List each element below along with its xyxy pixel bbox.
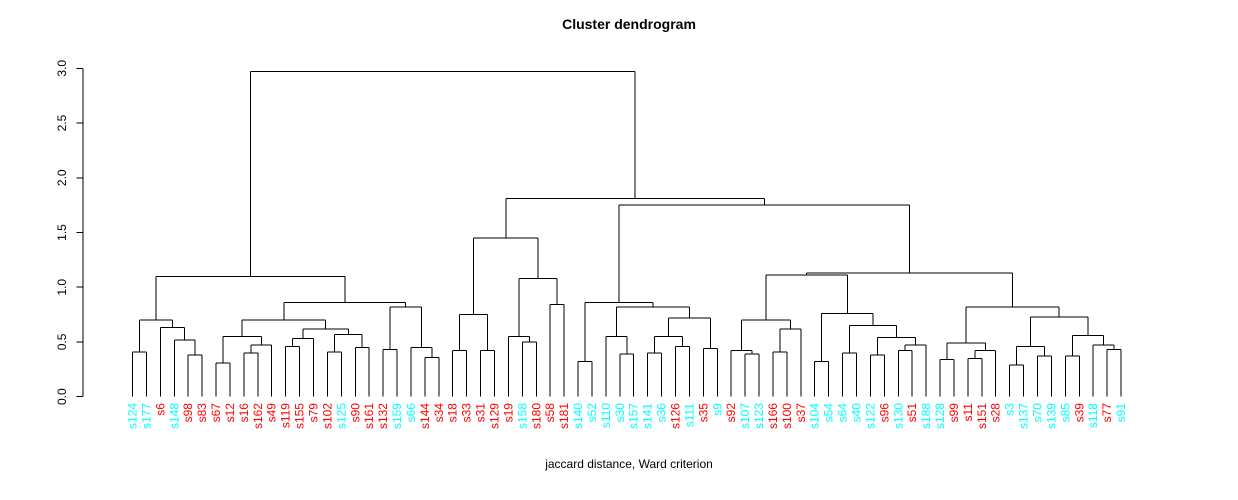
leaf-label-s123: s123 xyxy=(752,403,766,429)
leaf-label-s19: s19 xyxy=(501,403,515,423)
leaf-label-s85: s85 xyxy=(1058,403,1072,423)
leaf-label-s83: s83 xyxy=(195,403,209,423)
chart-caption: jaccard distance, Ward criterion xyxy=(545,457,713,471)
leaf-label-s111: s111 xyxy=(682,403,696,428)
leaf-label-s181: s181 xyxy=(557,403,571,429)
leaf-label-s102: s102 xyxy=(320,403,334,429)
leaf-label-s188: s188 xyxy=(919,403,933,429)
leaf-label-s64: s64 xyxy=(836,403,850,423)
leaf-label-s34: s34 xyxy=(432,403,446,423)
leaf-label-s110: s110 xyxy=(599,403,613,428)
leaf-label-s140: s140 xyxy=(571,403,585,429)
leaf-label-s3: s3 xyxy=(1003,403,1017,416)
leaf-label-s125: s125 xyxy=(334,403,348,429)
leaf-label-s90: s90 xyxy=(348,403,362,423)
leaf-label-s39: s39 xyxy=(1072,403,1086,423)
leaf-label-s36: s36 xyxy=(655,403,669,423)
leaf-label-s180: s180 xyxy=(529,403,543,429)
leaf-label-s77: s77 xyxy=(1100,403,1114,423)
leaf-label-s12: s12 xyxy=(223,403,237,423)
y-axis-tick-label: 1.5 xyxy=(55,224,69,241)
leaf-label-s40: s40 xyxy=(849,403,863,423)
leaf-label-s58: s58 xyxy=(543,403,557,423)
leaf-label-s107: s107 xyxy=(738,403,752,429)
y-axis-tick-label: 2.0 xyxy=(55,169,69,186)
leaf-label-s91: s91 xyxy=(1114,403,1128,423)
leaf-label-s54: s54 xyxy=(822,403,836,423)
leaf-label-s99: s99 xyxy=(947,403,961,423)
leaf-label-s100: s100 xyxy=(780,403,794,429)
leaf-label-s96: s96 xyxy=(877,403,891,423)
leaf-label-s130: s130 xyxy=(891,403,905,429)
leaf-label-s92: s92 xyxy=(724,403,738,423)
leaf-label-s70: s70 xyxy=(1030,403,1044,423)
leaf-label-s18: s18 xyxy=(446,403,460,423)
leaf-label-s132: s132 xyxy=(376,403,390,429)
chart-title: Cluster dendrogram xyxy=(562,16,696,32)
leaf-label-s98: s98 xyxy=(181,403,195,423)
leaf-label-s30: s30 xyxy=(613,403,627,423)
leaf-label-s148: s148 xyxy=(167,403,181,429)
leaf-label-s16: s16 xyxy=(237,403,251,423)
leaf-label-s162: s162 xyxy=(251,403,265,429)
leaf-label-s177: s177 xyxy=(139,403,153,429)
leaf-label-s139: s139 xyxy=(1044,403,1058,429)
leaf-label-s119: s119 xyxy=(279,403,293,428)
leaf-label-s67: s67 xyxy=(209,403,223,423)
leaf-label-s155: s155 xyxy=(293,403,307,429)
leaf-label-s79: s79 xyxy=(306,403,320,423)
y-axis-tick-label: 1.0 xyxy=(55,279,69,296)
leaf-label-s144: s144 xyxy=(418,403,432,429)
leaf-label-s126: s126 xyxy=(668,403,682,429)
leaf-label-s166: s166 xyxy=(766,403,780,429)
leaf-label-s28: s28 xyxy=(989,403,1003,423)
leaf-label-s128: s128 xyxy=(933,403,947,429)
y-axis-tick-label: 2.5 xyxy=(55,114,69,131)
leaf-label-s37: s37 xyxy=(794,403,808,423)
y-axis-tick-label: 3.0 xyxy=(55,60,69,77)
leaf-label-s151: s151 xyxy=(975,403,989,429)
leaf-label-s124: s124 xyxy=(126,403,140,429)
y-axis-tick-label: 0.5 xyxy=(55,333,69,350)
leaf-label-s158: s158 xyxy=(515,403,529,429)
leaf-label-s33: s33 xyxy=(460,403,474,423)
leaf-label-s157: s157 xyxy=(627,403,641,429)
leaf-label-s52: s52 xyxy=(585,403,599,423)
leaf-label-s118: s118 xyxy=(1086,403,1100,428)
leaf-label-s51: s51 xyxy=(905,403,919,423)
leaf-label-s6: s6 xyxy=(153,403,167,416)
leaf-label-s137: s137 xyxy=(1017,403,1031,429)
leaf-label-s104: s104 xyxy=(808,403,822,429)
leaf-label-s161: s161 xyxy=(362,403,376,429)
leaf-label-s49: s49 xyxy=(265,403,279,423)
leaf-label-s122: s122 xyxy=(863,403,877,429)
leaf-label-s129: s129 xyxy=(487,403,501,429)
leaf-label-s35: s35 xyxy=(696,403,710,423)
leaf-label-s141: s141 xyxy=(641,403,655,429)
leaf-label-s11: s11 xyxy=(961,403,975,422)
leaf-label-s159: s159 xyxy=(390,403,404,429)
leaf-label-s66: s66 xyxy=(404,403,418,423)
y-axis-tick-label: 0.0 xyxy=(55,388,69,405)
leaf-label-s31: s31 xyxy=(474,403,488,423)
leaf-label-s9: s9 xyxy=(710,403,724,416)
